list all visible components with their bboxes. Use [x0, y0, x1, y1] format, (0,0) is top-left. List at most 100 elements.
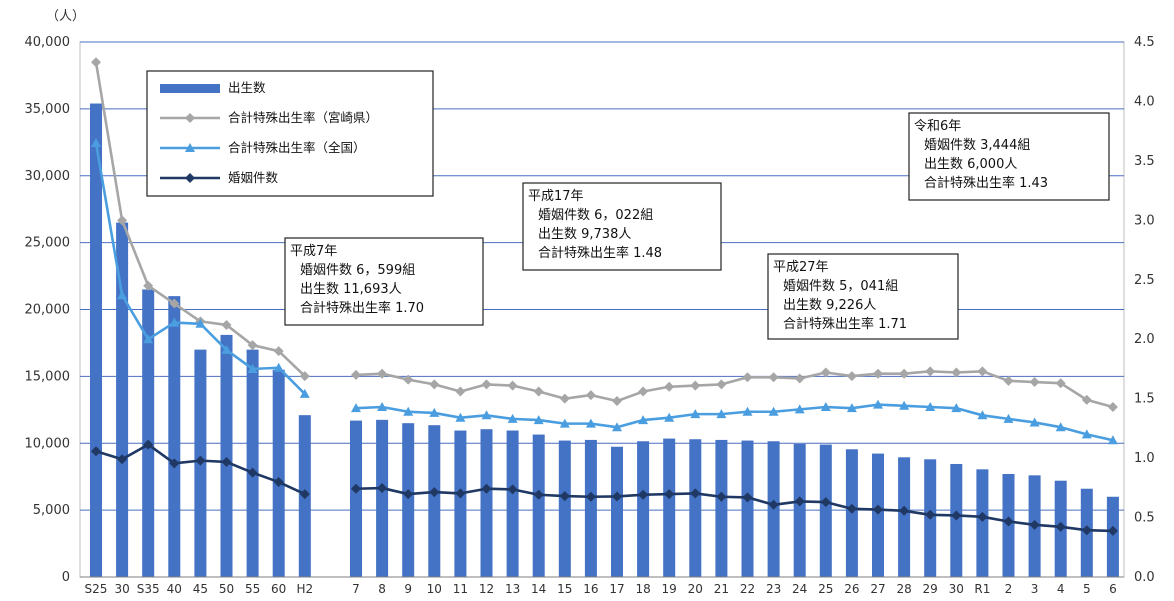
x-tick-label: 6 [1109, 582, 1117, 596]
births-bar [584, 439, 597, 577]
births-bar [819, 444, 832, 577]
marriages-point [820, 497, 831, 508]
births-bar [663, 438, 676, 577]
tfr-miyazaki-point [951, 367, 962, 378]
marriages-line [355, 486, 1113, 533]
tfr-miyazaki-point [846, 371, 857, 382]
x-tick-label: 16 [583, 582, 598, 596]
tfr-miyazaki-point [585, 390, 596, 401]
y-left-tick-label: 10,000 [25, 436, 71, 451]
marriages-point [951, 510, 962, 521]
tfr-national-point [91, 138, 101, 148]
x-tick-label: 18 [635, 582, 650, 596]
annotation-line: 婚姻件数 6，022組 [538, 208, 653, 223]
tfr-miyazaki-point [820, 367, 831, 378]
annotation-box [284, 237, 484, 326]
births-bar [793, 443, 806, 577]
births-bar [872, 453, 884, 577]
tfr-national-point [716, 409, 727, 419]
marriages-point [846, 503, 857, 514]
tfr-miyazaki-point [873, 368, 883, 379]
births-bar [637, 441, 650, 577]
marriages-point [299, 489, 310, 500]
x-tick-label: S35 [137, 582, 160, 596]
x-tick-label: 14 [531, 582, 546, 596]
tfr-national-point [925, 401, 936, 411]
tfr-national-line [355, 403, 1114, 442]
births-bar [611, 446, 623, 577]
marriages-point [403, 489, 414, 500]
marriages-point [429, 487, 440, 498]
tfr-miyazaki-point [638, 386, 649, 397]
y-left-tick-label: 5,000 [33, 503, 70, 518]
births-bar [402, 423, 415, 577]
marriages-point [221, 456, 232, 467]
x-tick-label: R1 [974, 582, 990, 596]
births-bar [220, 334, 233, 577]
tfr-national-point [899, 400, 910, 410]
tfr-national-point [533, 415, 544, 425]
tfr-national-point [429, 407, 440, 417]
x-tick-label: 21 [714, 582, 729, 596]
tfr-national-point [846, 403, 857, 413]
x-tick-label: 22 [740, 582, 755, 596]
marriages-point [612, 491, 622, 502]
y-right-tick-label: 1.5 [1134, 392, 1155, 407]
tfr-national-point [195, 318, 206, 328]
births-bar [272, 369, 285, 577]
tfr-national-point [873, 399, 883, 409]
x-tick-label: H2 [296, 582, 313, 596]
tfr-miyazaki-point [768, 372, 779, 383]
annotation-line: 出生数 9,738人 [538, 227, 631, 242]
tfr-miyazaki-point [899, 368, 910, 379]
tfr-miyazaki-point [455, 386, 466, 397]
tfr-miyazaki-point [403, 374, 414, 385]
x-tick-label: 30 [949, 582, 964, 596]
marriages-point [377, 483, 388, 494]
tfr-miyazaki-point [273, 346, 284, 357]
y-right-tick-label: 4.5 [1134, 35, 1155, 50]
tfr-miyazaki-point [117, 215, 128, 226]
births-bar [428, 425, 441, 577]
marriages-point [664, 489, 675, 500]
births-bar [246, 349, 259, 577]
tfr-national-point [1029, 417, 1040, 427]
x-tick-label: 4 [1057, 582, 1065, 596]
tfr-national-point [351, 403, 361, 413]
x-tick-label: 13 [505, 582, 520, 596]
tfr-national-point [143, 334, 154, 344]
tfr-miyazaki-point [169, 298, 180, 309]
tfr-miyazaki-point [299, 371, 310, 382]
x-tick-label: 10 [427, 582, 442, 596]
marriages-point [977, 511, 988, 522]
tfr-miyazaki-point [247, 340, 258, 351]
y-right-tick-label: 0.5 [1134, 511, 1155, 526]
x-tick-label: 23 [766, 582, 781, 596]
marriages-point [247, 467, 258, 478]
births-bar [950, 463, 963, 577]
marriages-point [481, 483, 492, 494]
births-bar [741, 440, 754, 577]
x-tick-label: 40 [167, 582, 182, 596]
x-tick-label: 2 [1005, 582, 1013, 596]
annotation-line: 令和6年 [914, 119, 961, 134]
marriages-point [1081, 525, 1092, 536]
tfr-miyazaki-point [1081, 394, 1092, 405]
annotation-box [522, 182, 722, 271]
tfr-national-point [794, 404, 805, 414]
annotation-line: 合計特殊出生率 1.48 [538, 245, 662, 261]
annotation-line: 平成27年 [773, 260, 829, 275]
tfr-national-point [1003, 413, 1014, 423]
marriages-point [690, 488, 701, 499]
annotation-line: 合計特殊出生率 1.71 [783, 316, 907, 332]
marriages-point [455, 488, 466, 499]
tfr-national-point [481, 410, 492, 420]
x-tick-label: 7 [352, 582, 360, 596]
x-tick-label: S25 [85, 582, 108, 596]
y-right-tick-label: 2.5 [1134, 273, 1155, 288]
tfr-national-point [1055, 422, 1066, 432]
births-bar [558, 440, 571, 577]
